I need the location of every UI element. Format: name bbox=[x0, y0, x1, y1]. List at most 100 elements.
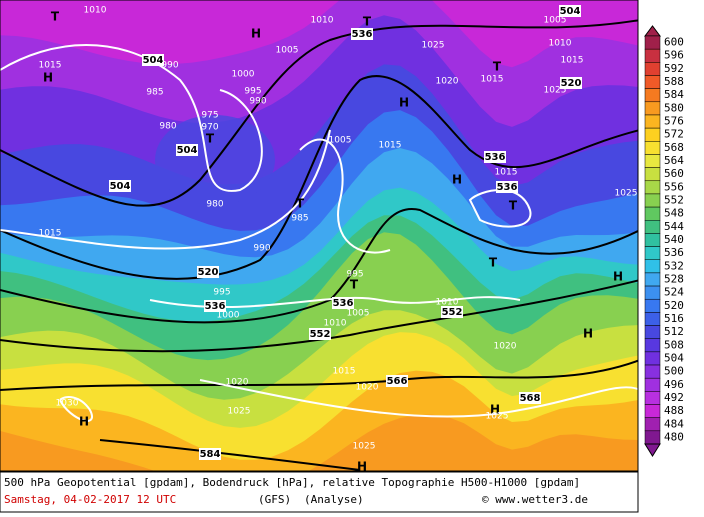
colorbar-cell bbox=[644, 48, 661, 63]
isobar-label: 1005 bbox=[544, 16, 567, 26]
isobar-label: 1030 bbox=[56, 399, 79, 409]
isobar-label: 1025 bbox=[486, 412, 509, 422]
colorbar-label: 576 bbox=[664, 115, 684, 128]
pressure-center: H bbox=[452, 173, 462, 187]
isobar-label: 1020 bbox=[494, 342, 517, 352]
pressure-center: T bbox=[493, 60, 502, 74]
colorbar-label: 528 bbox=[664, 272, 684, 285]
geopotential-label: 552 bbox=[310, 329, 331, 340]
label-box bbox=[332, 297, 354, 309]
isobar-label: 1015 bbox=[481, 75, 504, 85]
label-box bbox=[142, 54, 164, 66]
geopotential-contour bbox=[0, 359, 638, 391]
colorbar-cell bbox=[644, 88, 661, 103]
map-frame bbox=[0, 0, 639, 472]
label-box bbox=[197, 266, 219, 278]
geopotential-label: 536 bbox=[352, 29, 373, 40]
isobar-label: 1015 bbox=[379, 141, 402, 151]
pressure-center: H bbox=[490, 403, 500, 417]
colorbar-cell bbox=[644, 141, 661, 155]
footer-copyright: © www.wetter3.de bbox=[482, 493, 588, 506]
isobar-label: 1015 bbox=[495, 168, 518, 178]
footer-description: 500 hPa Geopotential [gpdam], Bodendruck… bbox=[4, 476, 580, 489]
colorbar-cell bbox=[644, 35, 661, 50]
pressure-center: T bbox=[296, 197, 305, 211]
colorbar-label: 504 bbox=[664, 351, 684, 364]
isobar-label: 980 bbox=[159, 122, 176, 132]
label-box bbox=[109, 180, 131, 192]
isobar-label: 1020 bbox=[226, 378, 249, 388]
colorbar-label: 556 bbox=[664, 180, 684, 193]
isobar-label: 1015 bbox=[39, 61, 62, 71]
colorbar-label: 592 bbox=[664, 62, 684, 75]
colorbar-label: 484 bbox=[664, 417, 684, 430]
colorbar-cell bbox=[644, 220, 661, 234]
colorbar-cell bbox=[644, 325, 661, 339]
pressure-center: T bbox=[509, 199, 518, 213]
geopotential-label: 504 bbox=[560, 6, 581, 17]
isobar-label: 970 bbox=[201, 123, 218, 133]
footer-date: Samstag, 04-02-2017 12 UTC bbox=[4, 493, 176, 506]
isobar-label: 1010 bbox=[324, 319, 347, 329]
pressure-center: H bbox=[399, 96, 409, 110]
colorbar-label: 584 bbox=[664, 88, 684, 101]
isobar-label: 1000 bbox=[232, 70, 255, 80]
pressure-isobar bbox=[0, 44, 263, 192]
colorbar-cell bbox=[644, 351, 661, 366]
isobar-label: 1020 bbox=[356, 383, 379, 393]
colorbar-label: 568 bbox=[664, 141, 684, 154]
colorbar-cell bbox=[644, 193, 661, 208]
isobar-label: 1010 bbox=[436, 298, 459, 308]
isobar-label: 1010 bbox=[311, 16, 334, 26]
pressure-isobar bbox=[149, 296, 521, 309]
isobar-label: 1025 bbox=[228, 407, 251, 417]
geopotential-label: 520 bbox=[561, 78, 582, 89]
label-box bbox=[496, 181, 518, 193]
colorbar-arrow-top bbox=[644, 25, 661, 37]
colorbar: 6005965925885845805765725685645605565525… bbox=[644, 25, 684, 457]
geopotential-label: 520 bbox=[198, 267, 219, 278]
pressure-isobar bbox=[59, 396, 93, 422]
colorbar-label: 512 bbox=[664, 325, 684, 338]
colorbar-label: 544 bbox=[664, 220, 684, 233]
isobar-label: 1010 bbox=[549, 39, 572, 49]
colorbar-cell bbox=[644, 272, 661, 287]
colorbar-cell bbox=[644, 338, 661, 353]
colorbar-label: 480 bbox=[664, 430, 684, 443]
label-box bbox=[204, 300, 226, 312]
geopotential-label: 536 bbox=[205, 301, 226, 312]
isobar-label: 990 bbox=[253, 244, 270, 254]
colorbar-label: 516 bbox=[664, 312, 684, 325]
isobar-label: 1005 bbox=[329, 136, 352, 146]
colorbar-cell bbox=[644, 62, 661, 76]
isobar-label: 1025 bbox=[422, 41, 445, 51]
label-box bbox=[176, 144, 198, 156]
colorbar-cell bbox=[644, 206, 661, 221]
pressure-center: H bbox=[79, 415, 89, 429]
pressure-isobar bbox=[0, 129, 331, 250]
colorbar-arrow-bottom bbox=[644, 443, 661, 457]
geopotential-label: 568 bbox=[520, 393, 541, 404]
colorbar-cell bbox=[644, 101, 661, 116]
colorbar-label: 500 bbox=[664, 365, 684, 378]
isobar-label: 1025 bbox=[353, 442, 376, 452]
label-box bbox=[441, 306, 463, 318]
colorbar-cell bbox=[644, 114, 661, 129]
label-box bbox=[351, 28, 373, 40]
colorbar-label: 564 bbox=[664, 154, 684, 167]
geopotential-label: 536 bbox=[333, 298, 354, 309]
colorbar-label: 572 bbox=[664, 128, 684, 141]
isobar-label: 975 bbox=[201, 111, 218, 121]
isobar-label: 1010 bbox=[84, 6, 107, 16]
colorbar-label: 560 bbox=[664, 167, 684, 180]
geopotential-contour bbox=[0, 19, 638, 207]
isobar-label: 985 bbox=[146, 88, 163, 98]
colorbar-label: 596 bbox=[664, 49, 684, 62]
isobar-label: 1015 bbox=[39, 229, 62, 239]
colorbar-label: 548 bbox=[664, 207, 684, 220]
pressure-isobar bbox=[199, 379, 638, 418]
map-area: 1010T1015H504990985980975970T50410009959… bbox=[0, 0, 638, 471]
geopotential-label: 504 bbox=[177, 145, 198, 156]
label-box bbox=[484, 151, 506, 163]
colorbar-cell bbox=[644, 417, 661, 432]
